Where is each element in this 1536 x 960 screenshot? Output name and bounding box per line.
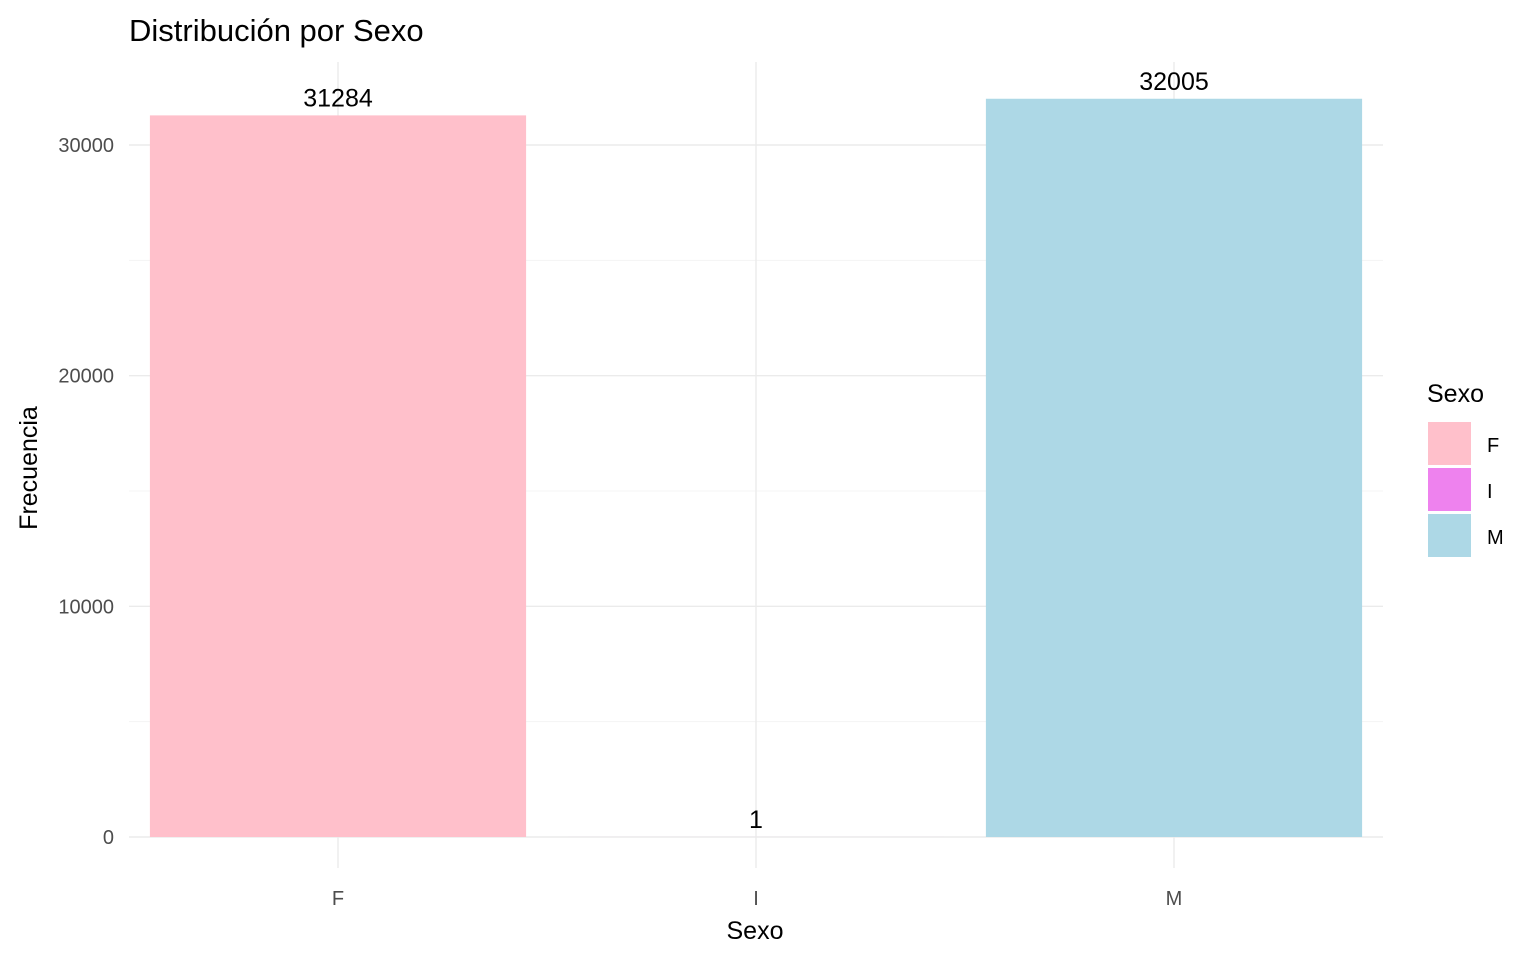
bar-f <box>149 115 527 838</box>
x-tick-label: I <box>753 888 759 910</box>
legend-label-i: I <box>1487 481 1493 503</box>
x-tick-label: F <box>332 888 344 910</box>
chart-title: Distribución por Sexo <box>129 13 424 48</box>
legend-swatch-i <box>1428 468 1471 511</box>
y-tick-label: 20000 <box>58 366 114 388</box>
data-label-f: 31284 <box>303 84 373 112</box>
y-axis-title: Frecuencia <box>15 406 43 530</box>
legend-items: F I M <box>1428 422 1504 557</box>
y-tick-label: 30000 <box>58 135 114 157</box>
y-axis-ticks: 0 10000 20000 30000 <box>58 135 114 849</box>
legend-swatch-m <box>1428 514 1471 557</box>
legend-title: Sexo <box>1427 380 1484 408</box>
y-tick-label: 0 <box>103 827 114 849</box>
legend: Sexo F I M <box>1427 380 1504 557</box>
data-label-i: 1 <box>749 806 763 834</box>
bar-m <box>985 98 1363 837</box>
legend-label-f: F <box>1487 435 1499 457</box>
data-label-m: 32005 <box>1139 68 1209 96</box>
x-axis-title: Sexo <box>727 917 784 945</box>
data-labels: 31284 1 32005 <box>303 68 1209 834</box>
legend-label-m: M <box>1487 527 1504 549</box>
y-tick-label: 10000 <box>58 596 114 618</box>
x-tick-label: M <box>1166 888 1183 910</box>
legend-swatch-f <box>1428 422 1471 465</box>
bars <box>149 98 1363 838</box>
